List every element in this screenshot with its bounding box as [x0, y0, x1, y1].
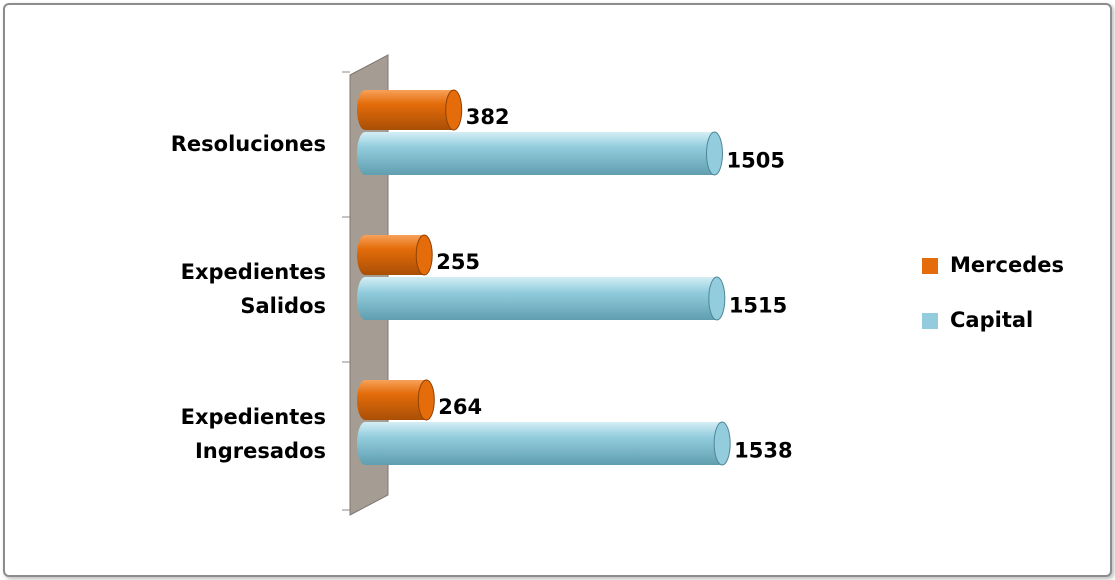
- legend-swatch: [922, 313, 938, 329]
- legend-label: Mercedes: [950, 253, 1064, 277]
- value-label: 255: [436, 250, 480, 274]
- bar-cap: [713, 421, 731, 466]
- bar: [365, 422, 723, 465]
- y-tick-label: Resoluciones: [170, 132, 326, 156]
- value-label: 382: [466, 105, 510, 129]
- bar: [365, 90, 454, 130]
- y-tick-label: Expedientes Ingresados: [180, 405, 326, 463]
- y-tick-label: Expedientes Salidos: [180, 260, 326, 318]
- legend-swatch: [922, 258, 938, 274]
- legend-label: Capital: [950, 308, 1033, 332]
- bar: [365, 235, 425, 275]
- bar-cap: [708, 276, 726, 321]
- value-label: 1538: [734, 439, 792, 463]
- bar-cap: [445, 89, 463, 131]
- value-label: 1515: [729, 294, 787, 318]
- value-label: 1505: [726, 149, 784, 173]
- bar: [365, 132, 715, 175]
- bar-cap: [415, 234, 433, 276]
- bar-cap: [705, 131, 723, 176]
- bar: [365, 380, 427, 420]
- bar: [365, 277, 717, 320]
- value-label: 264: [438, 395, 482, 419]
- bar-cap: [417, 379, 435, 421]
